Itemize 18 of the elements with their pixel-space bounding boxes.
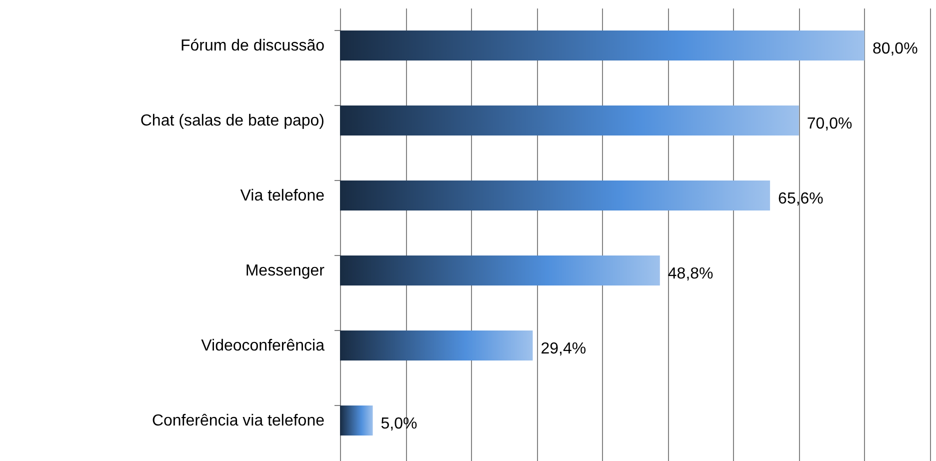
data-label: 70,0% bbox=[806, 116, 852, 132]
bar bbox=[340, 106, 799, 136]
data-label: 65,6% bbox=[778, 190, 824, 208]
bar bbox=[340, 406, 373, 436]
bar bbox=[340, 30, 864, 60]
bar bbox=[340, 256, 660, 286]
y-tick-label: Conferência via telefone bbox=[152, 412, 325, 430]
data-label: 5,0% bbox=[380, 416, 418, 432]
bar bbox=[340, 180, 770, 210]
data-label: 48,8% bbox=[668, 266, 714, 282]
y-tick-label: Via telefone bbox=[240, 188, 325, 204]
data-label: 80,0% bbox=[872, 40, 918, 58]
data-label: 29,4% bbox=[540, 340, 586, 358]
y-tick-label: Chat (salas de bate papo) bbox=[140, 112, 324, 130]
y-tick-label: Messenger bbox=[245, 262, 326, 280]
y-tick-label: Fórum de discussão bbox=[180, 38, 325, 54]
y-tick-label: Videoconferência bbox=[201, 338, 325, 354]
bar bbox=[340, 330, 533, 360]
